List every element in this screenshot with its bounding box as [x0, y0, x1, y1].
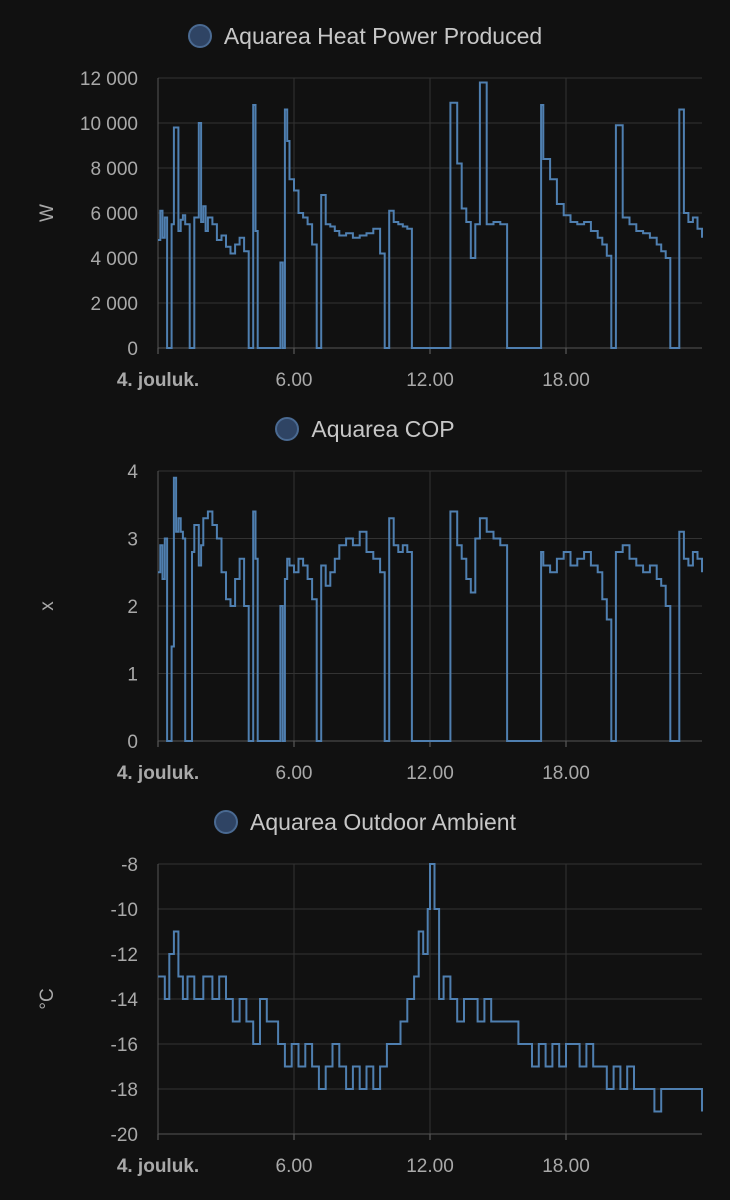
legend-label[interactable]: Aquarea Outdoor Ambient	[250, 808, 516, 835]
legend-marker[interactable]	[214, 810, 239, 834]
chart-outdoor-ambient: Aquarea Outdoor Ambient -20 -18 -16 -14 -12-…	[0, 786, 730, 1179]
x-tick-label: 6.00	[276, 763, 313, 784]
y-tick-label: -16	[111, 1035, 138, 1056]
series-line[interactable]	[158, 476, 703, 742]
x-tick-label: 4. jouluk.	[117, 370, 199, 391]
legend[interactable]: Aquarea Outdoor Ambient	[0, 804, 730, 840]
y-tick-label: 0	[127, 339, 138, 360]
y-tick-label: -14	[111, 990, 139, 1011]
y-tick-label: 2	[127, 597, 138, 618]
legend[interactable]: Aquarea COP	[0, 411, 730, 447]
legend-marker[interactable]	[187, 24, 212, 48]
y-tick-label: 12 000	[80, 69, 138, 90]
legend-label[interactable]: Aquarea COP	[311, 415, 455, 442]
y-tick-label: 0	[127, 732, 138, 753]
y-tick-label: -10	[111, 900, 138, 921]
legend-label[interactable]: Aquarea Heat Power Produced	[223, 22, 543, 49]
x-tick-label: 18.00	[542, 370, 590, 391]
y-tick-label: 2 000	[90, 294, 138, 315]
x-tick-label: 12.00	[406, 1156, 454, 1177]
plot-heat-power: 0 2 000 4 000 6 000 8 000 10 000 12 000 4. joul…	[37, 69, 703, 391]
series-line[interactable]	[158, 863, 703, 1113]
y-tick-label: 1	[127, 665, 138, 686]
y-tick-label: 6 000	[90, 204, 138, 225]
y-tick-label: -18	[111, 1080, 138, 1101]
x-tick-label: 12.00	[406, 763, 454, 784]
y-axis-title: x	[37, 601, 58, 611]
x-tick-label: 4. jouluk.	[117, 763, 199, 784]
y-tick-label: 3	[127, 530, 138, 551]
y-tick-label: -20	[111, 1125, 138, 1146]
y-tick-label: -8	[121, 855, 138, 876]
y-axis-title: °C	[37, 988, 58, 1009]
legend-marker[interactable]	[275, 417, 300, 441]
series-line[interactable]	[158, 81, 703, 349]
plot-cop: 0 1 2 3 4 4. jouluk. 6.00 12.00 18.00 x	[37, 462, 703, 784]
x-tick-label: 18.00	[542, 763, 590, 784]
y-tick-label: 10 000	[80, 114, 138, 135]
x-tick-label: 4. jouluk.	[117, 1156, 199, 1177]
x-tick-label: 6.00	[276, 370, 313, 391]
x-tick-label: 18.00	[542, 1156, 590, 1177]
y-tick-label: 8 000	[90, 159, 138, 180]
y-tick-label: 4 000	[90, 249, 138, 270]
chart-cop: Aquarea COP 0 1 2 3 4 4. jouluk. 6.00 12.00 18.0…	[0, 393, 730, 786]
x-tick-label: 12.00	[406, 370, 454, 391]
legend[interactable]: Aquarea Heat Power Produced	[0, 18, 730, 54]
y-axis-title: W	[37, 204, 58, 222]
y-tick-label: -12	[111, 945, 138, 966]
y-tick-label: 4	[127, 462, 138, 483]
plot-outdoor-ambient: -20 -18 -16 -14 -12 -10 -8 4. jouluk. 6.00 12.00 1…	[37, 855, 703, 1177]
chart-heat-power: Aquarea Heat Power Produced 0 2 000 4 000 6…	[0, 0, 730, 393]
x-tick-label: 6.00	[276, 1156, 313, 1177]
